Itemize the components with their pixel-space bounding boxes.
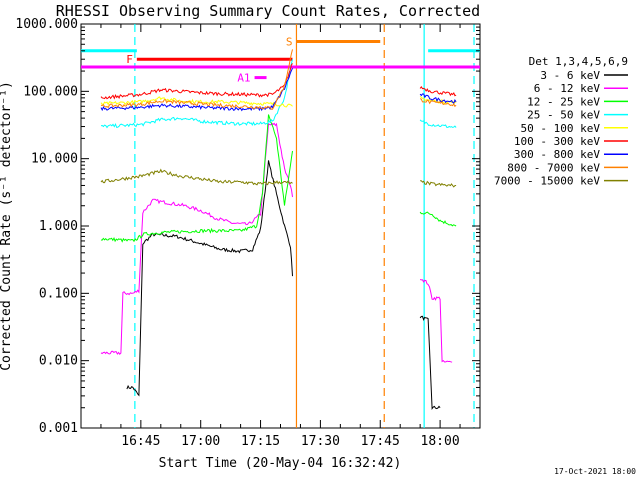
flag-label: A1	[237, 72, 250, 85]
x-tick-label: 17:45	[361, 434, 400, 449]
legend-entry-label: 50 - 100 keV	[521, 122, 601, 135]
x-tick-label: 16:45	[121, 434, 160, 449]
y-tick-label: 1000.000	[15, 17, 78, 32]
legend-entry-label: 25 - 50 keV	[527, 109, 600, 122]
legend-entry-label: 300 - 800 keV	[514, 148, 600, 161]
x-tick-label: 17:15	[241, 434, 280, 449]
series-line	[419, 279, 453, 363]
x-axis-label: Start Time (20-May-04 16:32:42)	[159, 456, 402, 471]
flag-label: N	[70, 45, 77, 58]
series-line	[419, 315, 441, 411]
series-line	[126, 160, 293, 397]
y-axis-label: Corrected Count Rate (s⁻¹ detector⁻¹)	[0, 81, 14, 371]
series-line	[100, 168, 293, 186]
series-9	[100, 168, 457, 188]
plot-frame	[80, 23, 481, 429]
series-line	[419, 86, 457, 97]
plot-clip-group: N F A0 A1 S	[64, 24, 480, 428]
series-2	[100, 122, 453, 363]
series-line	[419, 119, 457, 129]
series-8	[100, 49, 457, 110]
y-tick-label: 0.001	[39, 421, 78, 436]
y-tick-label: 100.000	[23, 84, 78, 99]
series-line	[100, 59, 293, 129]
x-tick-label: 18:00	[421, 434, 460, 449]
flag-label: A0	[64, 61, 77, 74]
flag-label: S	[286, 35, 293, 48]
y-tick-label: 1.000	[39, 219, 78, 234]
series-line	[100, 114, 293, 243]
legend-entry-label: 100 - 300 keV	[514, 135, 600, 148]
chart-title: RHESSI Observing Summary Count Rates, Co…	[56, 2, 480, 20]
series-line	[420, 180, 457, 188]
series-line	[100, 49, 293, 110]
y-axis: 0.001 0.010 0.100 1.000 10.000 100.000 1000.00…	[15, 17, 480, 436]
series-line	[100, 63, 293, 100]
series-6	[100, 63, 457, 100]
series-7	[100, 68, 457, 112]
legend-title: Det 1,3,4,5,6,9	[529, 55, 628, 68]
series-line	[419, 211, 457, 227]
y-tick-label: 0.100	[39, 286, 78, 301]
series-line	[419, 98, 457, 108]
plot-area: N F A0 A1 S	[64, 23, 481, 429]
legend-entry-label: 3 - 6 keV	[540, 69, 600, 82]
x-axis: 16:45 17:00 17:15 17:30 17:45 18:00	[100, 24, 481, 449]
series-3	[100, 114, 457, 243]
y-tick-label: 10.000	[31, 152, 78, 167]
series-line	[419, 93, 457, 105]
series-1	[126, 160, 441, 411]
legend-entry-label: 7000 - 15000 keV	[494, 175, 600, 188]
series-4	[100, 59, 457, 129]
x-tick-label: 17:00	[181, 434, 220, 449]
y-tick-label: 0.010	[39, 354, 78, 369]
timestamp: 17-Oct-2021 18:00	[554, 467, 636, 476]
series-line	[100, 122, 293, 355]
legend-entry-label: 6 - 12 keV	[534, 82, 601, 95]
legend-entry-label: 12 - 25 keV	[527, 95, 600, 108]
legend-entry-label: 800 - 7000 keV	[507, 161, 600, 174]
x-tick-label: 17:30	[301, 434, 340, 449]
flag-label: F	[126, 53, 133, 66]
